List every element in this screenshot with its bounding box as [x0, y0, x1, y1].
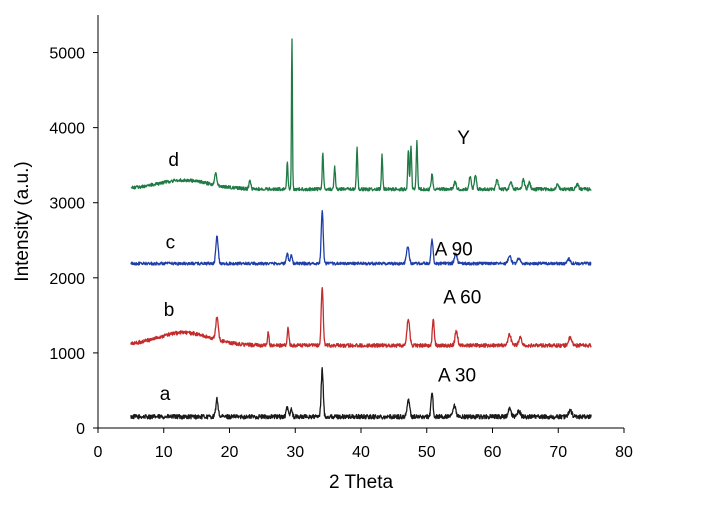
- series-line-c: [130, 210, 592, 266]
- annotation-a: a: [160, 384, 171, 405]
- annotation-a-30: A 30: [438, 365, 476, 386]
- annotation-a-90: A 90: [435, 239, 473, 260]
- x-tick-label-0: 0: [94, 444, 103, 461]
- y-tick-label-1000: 1000: [49, 346, 85, 363]
- x-axis-title: 2 Theta: [329, 472, 394, 493]
- annotation-y: Y: [457, 128, 470, 149]
- series-line-b: [130, 287, 592, 348]
- y-tick-label-3000: 3000: [49, 196, 85, 213]
- annotation-group: d c b a Y A 90 A 60 A 30: [160, 128, 482, 405]
- x-tick-label-10: 10: [155, 444, 173, 461]
- y-tick-label-0: 0: [76, 421, 85, 438]
- x-tick-label-50: 50: [418, 444, 436, 461]
- axes: 0 10 20 30 40 50 60 70 80 0 1000 2000 3000 4000 5000 2 …: [12, 15, 633, 493]
- y-tick-label-4000: 4000: [49, 121, 85, 138]
- annotation-a-60: A 60: [443, 287, 481, 308]
- annotation-b: b: [164, 300, 175, 321]
- x-tick-label-70: 70: [549, 444, 567, 461]
- x-tick-label-20: 20: [221, 444, 239, 461]
- y-tick-label-5000: 5000: [49, 46, 85, 63]
- series-line-d: [130, 38, 592, 192]
- y-tick-label-2000: 2000: [49, 271, 85, 288]
- series-group: [130, 38, 592, 420]
- x-tick-label-30: 30: [286, 444, 304, 461]
- x-tick-label-40: 40: [352, 444, 370, 461]
- annotation-d: d: [168, 150, 179, 171]
- x-tick-label-60: 60: [484, 444, 502, 461]
- annotation-c: c: [166, 233, 176, 254]
- y-axis-title: Intensity (a.u.): [12, 161, 33, 281]
- series-line-a: [130, 366, 592, 420]
- x-tick-label-80: 80: [615, 444, 633, 461]
